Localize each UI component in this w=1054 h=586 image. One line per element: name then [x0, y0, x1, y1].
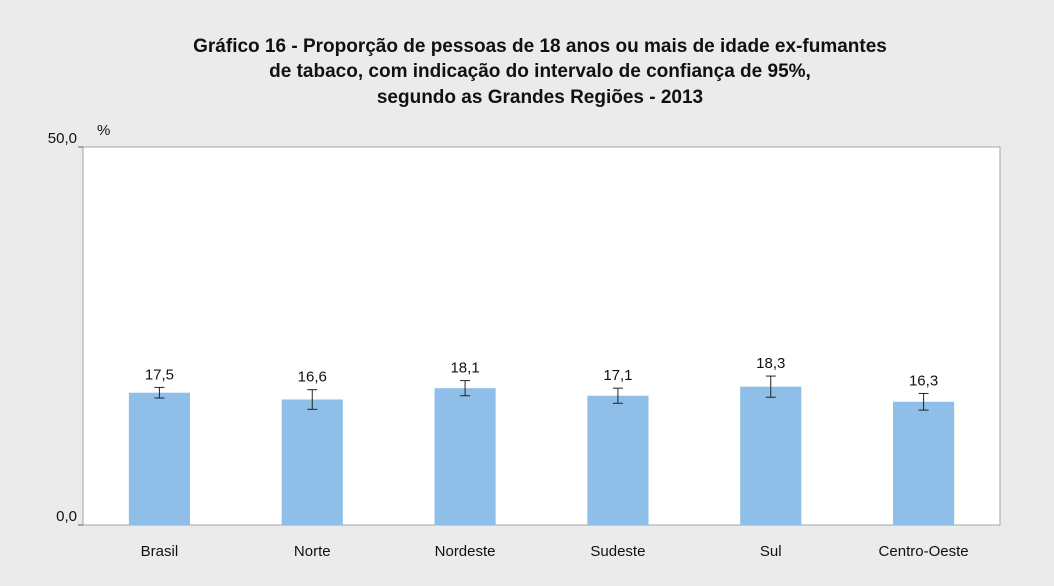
y-axis-label: %: [97, 122, 110, 139]
chart-title: Gráfico 16 - Proporção de pessoas de 18 …: [193, 36, 887, 57]
chart-title: segundo as Grandes Regiões - 2013: [377, 87, 703, 108]
data-label: 17,5: [145, 366, 174, 383]
x-tick-label: Nordeste: [435, 543, 496, 560]
y-tick-label: 50,0: [48, 130, 77, 147]
data-label: 16,3: [909, 372, 938, 389]
bar: [128, 392, 190, 525]
chart-title: de tabaco, com indicação do intervalo de…: [269, 61, 811, 82]
bar: [434, 388, 496, 525]
x-tick-label: Sul: [760, 543, 782, 560]
data-label: 17,1: [603, 367, 632, 384]
bar: [893, 401, 955, 525]
bar: [740, 386, 802, 525]
bar: [281, 399, 343, 525]
data-label: 18,1: [450, 360, 479, 377]
data-label: 16,6: [298, 369, 327, 386]
data-label: 18,3: [756, 355, 785, 372]
bar: [587, 395, 649, 525]
y-tick-label: 0,0: [56, 508, 77, 525]
x-tick-label: Brasil: [141, 543, 179, 560]
x-tick-label: Centro-Oeste: [879, 543, 969, 560]
plot-area: [82, 146, 1001, 526]
x-tick-label: Norte: [294, 543, 331, 560]
x-tick-label: Sudeste: [590, 543, 645, 560]
